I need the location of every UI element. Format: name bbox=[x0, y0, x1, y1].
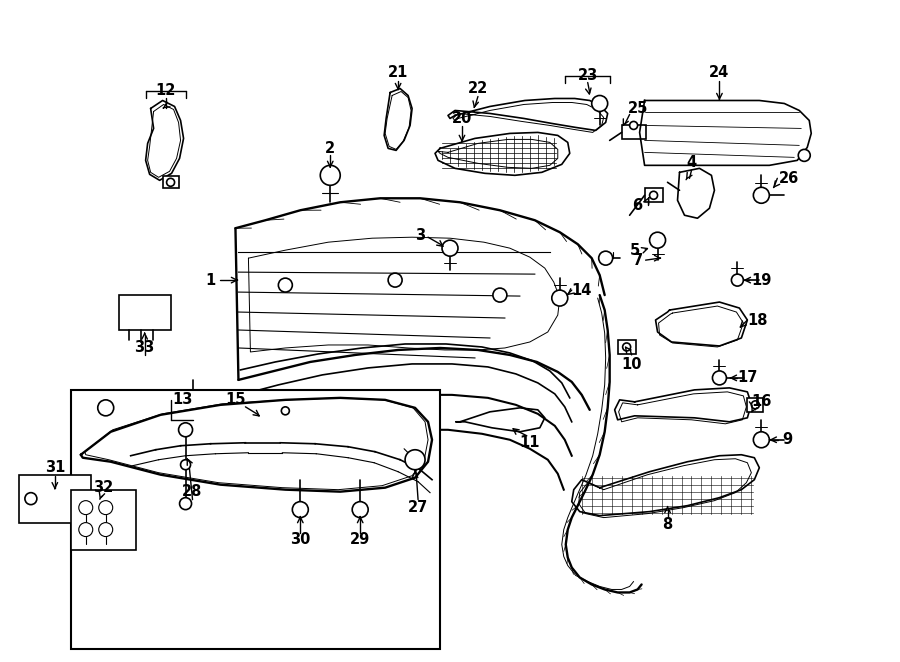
Circle shape bbox=[650, 191, 658, 199]
Text: 10: 10 bbox=[621, 357, 642, 373]
Text: 31: 31 bbox=[45, 460, 65, 475]
Circle shape bbox=[552, 290, 568, 306]
Circle shape bbox=[405, 449, 425, 470]
Text: 18: 18 bbox=[747, 312, 768, 328]
Text: 20: 20 bbox=[452, 111, 472, 126]
Text: 19: 19 bbox=[752, 273, 771, 287]
FancyBboxPatch shape bbox=[71, 390, 440, 649]
Circle shape bbox=[798, 150, 810, 162]
Text: 22: 22 bbox=[468, 81, 488, 96]
Text: 28: 28 bbox=[183, 484, 202, 499]
Text: 8: 8 bbox=[662, 517, 672, 532]
FancyBboxPatch shape bbox=[19, 475, 91, 522]
Circle shape bbox=[752, 401, 760, 409]
Circle shape bbox=[388, 273, 402, 287]
Circle shape bbox=[99, 522, 112, 537]
Text: 21: 21 bbox=[388, 65, 409, 80]
Circle shape bbox=[442, 240, 458, 256]
Circle shape bbox=[99, 500, 112, 514]
Circle shape bbox=[493, 288, 507, 302]
FancyBboxPatch shape bbox=[644, 188, 662, 203]
Circle shape bbox=[753, 187, 770, 203]
Circle shape bbox=[753, 432, 770, 448]
FancyBboxPatch shape bbox=[71, 490, 136, 549]
Text: 30: 30 bbox=[290, 532, 310, 547]
Circle shape bbox=[278, 278, 293, 292]
Text: 11: 11 bbox=[519, 436, 540, 450]
Text: 32: 32 bbox=[93, 480, 112, 495]
Text: 17: 17 bbox=[737, 371, 758, 385]
Text: 7: 7 bbox=[633, 253, 643, 267]
Text: 27: 27 bbox=[408, 500, 428, 515]
Circle shape bbox=[591, 95, 608, 111]
Circle shape bbox=[292, 502, 309, 518]
Text: 24: 24 bbox=[709, 65, 730, 80]
Text: 4: 4 bbox=[687, 155, 697, 170]
Circle shape bbox=[98, 400, 113, 416]
Circle shape bbox=[630, 121, 637, 130]
Text: 2: 2 bbox=[325, 141, 336, 156]
Circle shape bbox=[282, 407, 289, 415]
Circle shape bbox=[623, 343, 631, 351]
Text: 3: 3 bbox=[415, 228, 425, 243]
Circle shape bbox=[713, 371, 726, 385]
FancyBboxPatch shape bbox=[747, 398, 763, 412]
Circle shape bbox=[79, 522, 93, 537]
Circle shape bbox=[598, 251, 613, 265]
Text: 12: 12 bbox=[156, 83, 176, 98]
Text: 16: 16 bbox=[752, 395, 771, 409]
Text: 14: 14 bbox=[572, 283, 592, 298]
Text: 23: 23 bbox=[578, 68, 598, 83]
FancyBboxPatch shape bbox=[163, 176, 178, 188]
Circle shape bbox=[181, 459, 191, 470]
Circle shape bbox=[320, 166, 340, 185]
Text: 26: 26 bbox=[779, 171, 799, 186]
Text: 6: 6 bbox=[633, 198, 643, 213]
Circle shape bbox=[178, 423, 193, 437]
Circle shape bbox=[650, 232, 665, 248]
Circle shape bbox=[25, 493, 37, 504]
Text: 9: 9 bbox=[782, 432, 792, 448]
Circle shape bbox=[79, 500, 93, 514]
Circle shape bbox=[166, 178, 175, 186]
FancyBboxPatch shape bbox=[119, 295, 171, 330]
Circle shape bbox=[732, 274, 743, 286]
Text: 33: 33 bbox=[134, 340, 155, 355]
Text: 1: 1 bbox=[205, 273, 216, 287]
Text: 13: 13 bbox=[173, 393, 193, 407]
Circle shape bbox=[180, 498, 192, 510]
FancyBboxPatch shape bbox=[617, 340, 635, 354]
Text: 25: 25 bbox=[627, 101, 648, 116]
FancyBboxPatch shape bbox=[622, 125, 645, 140]
Text: 5: 5 bbox=[629, 243, 640, 258]
Circle shape bbox=[352, 502, 368, 518]
FancyBboxPatch shape bbox=[278, 405, 293, 417]
Text: 29: 29 bbox=[350, 532, 370, 547]
Text: 15: 15 bbox=[225, 393, 246, 407]
